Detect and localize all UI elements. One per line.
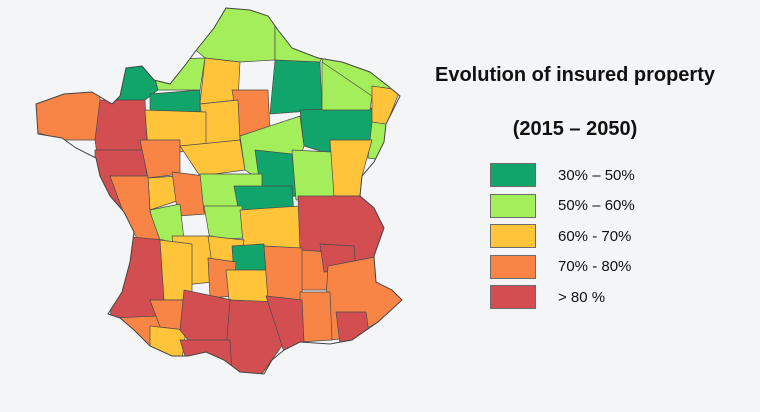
legend-swatch [490,285,536,310]
legend-label: > 80 % [558,288,606,306]
legend-label: 70% - 80% [558,258,632,276]
map-subtitle: (2015 – 2050) [512,118,638,140]
legend-swatch [490,163,536,188]
france-map [35,7,403,375]
mainland-departments [36,8,402,374]
legend-swatch [490,193,536,218]
legend-item: > 80 % [490,282,635,313]
legend-label: 60% - 70% [558,227,632,245]
legend-item: 30% – 50% [490,160,635,191]
legend-swatch [490,254,536,279]
legend-item: 70% - 80% [490,252,635,283]
legend-swatch [490,224,536,249]
legend: 30% – 50% 50% – 60% 60% - 70% 70% - 80% … [490,160,635,313]
map-title: Evolution of insured property [434,64,715,86]
department-region [291,149,335,201]
department-region [321,61,373,111]
department-region [179,139,246,177]
legend-item: 60% - 70% [490,221,635,252]
department-region [329,139,373,197]
department-region [274,8,331,63]
legend-item: 50% – 60% [490,191,635,222]
department-region [263,245,303,301]
department-region [189,8,276,63]
department-region [149,89,201,113]
department-region [299,291,333,343]
department-region [36,89,101,141]
department-region [203,205,245,241]
legend-label: 50% – 60% [558,197,635,215]
department-region [269,59,323,115]
france-outline [35,7,403,375]
legend-label: 30% – 50% [558,166,635,184]
